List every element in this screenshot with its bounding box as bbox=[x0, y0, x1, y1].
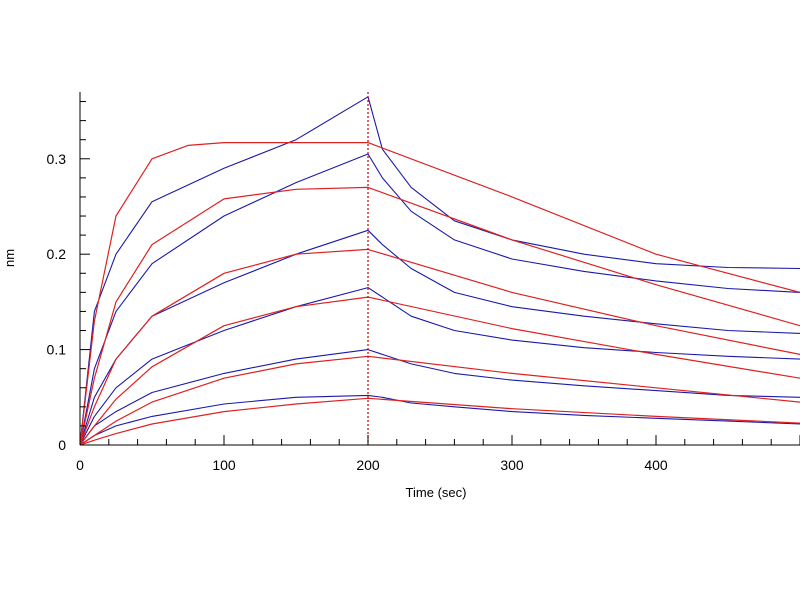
fit-curve-2 bbox=[79, 186, 800, 446]
fit-curve-5 bbox=[79, 355, 800, 446]
measured-curve-5 bbox=[79, 349, 800, 446]
x-axis-label: Time (sec) bbox=[406, 485, 467, 500]
y-tick-label: 0 bbox=[58, 437, 66, 453]
x-tick-label: 400 bbox=[644, 457, 668, 473]
fit-curve-3 bbox=[79, 248, 800, 446]
measured-curve-6 bbox=[79, 394, 800, 446]
y-axis-label: nm bbox=[2, 249, 17, 267]
fit-curve-4 bbox=[79, 296, 800, 446]
axes: 0 0.1 0.2 0.3 0 100 200 300 400 bbox=[47, 92, 800, 473]
plot-area bbox=[79, 96, 800, 446]
y-tick-label: 0.3 bbox=[47, 151, 67, 167]
y-tick-label: 0.1 bbox=[47, 342, 67, 358]
y-tick-label: 0.2 bbox=[47, 246, 67, 262]
x-tick-label: 0 bbox=[76, 457, 84, 473]
fit-curve-6 bbox=[79, 397, 800, 446]
x-tick-label: 300 bbox=[500, 457, 524, 473]
measured-curve-1 bbox=[79, 96, 800, 446]
fit-curve-1 bbox=[79, 142, 800, 446]
x-tick-label: 100 bbox=[212, 457, 236, 473]
measured-curve-3 bbox=[79, 229, 800, 446]
measured-curve-4 bbox=[79, 287, 800, 446]
x-tick-label: 200 bbox=[356, 457, 380, 473]
